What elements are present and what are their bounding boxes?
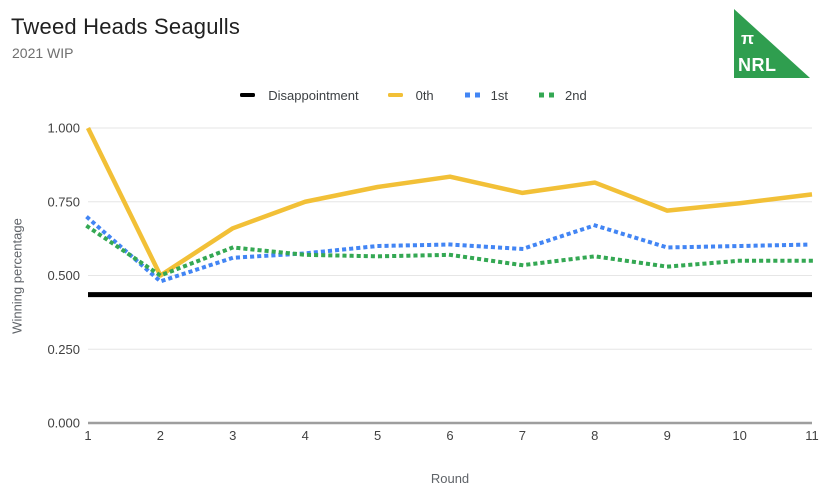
- x-tick-label: 1: [84, 428, 91, 443]
- series-line-1st: [85, 215, 815, 284]
- dotted-line-swatch-icon: [539, 92, 555, 98]
- chart-title: Tweed Heads Seagulls: [11, 14, 241, 39]
- solid-line-swatch-icon: [387, 93, 403, 97]
- x-tick-label: 8: [591, 428, 598, 443]
- chart-legend: Disappointment 0th 1st 2nd: [0, 86, 825, 104]
- y-tick-label: 0.500: [47, 268, 80, 283]
- series-line-2nd: [85, 224, 814, 278]
- logo-pi-text: π: [741, 29, 754, 48]
- dotted-line-swatch-icon: [464, 92, 480, 98]
- legend-item-disappointment[interactable]: Disappointment: [238, 87, 359, 103]
- legend-label: 0th: [415, 87, 434, 103]
- legend-label: 2nd: [565, 87, 587, 103]
- y-tick-label: 0.000: [47, 416, 80, 431]
- legend-item-1st[interactable]: 1st: [461, 88, 508, 103]
- x-tick-label: 7: [519, 428, 526, 443]
- x-tick-label: 9: [664, 428, 671, 443]
- nrl-logo: π NRL: [734, 9, 810, 78]
- x-tick-label: 2: [157, 428, 164, 443]
- legend-item-2nd[interactable]: 2nd: [535, 88, 587, 103]
- legend-item-0th[interactable]: 0th: [386, 88, 434, 103]
- x-tick-label: 10: [732, 428, 746, 443]
- logo-triangle-icon: π NRL: [734, 9, 810, 78]
- chart-subtitle: 2021 WIP: [12, 45, 74, 61]
- legend-label: 1st: [490, 87, 509, 103]
- x-tick-label: 3: [229, 428, 236, 443]
- legend-label: Disappointment: [268, 87, 359, 103]
- y-tick-label: 1.000: [47, 121, 80, 136]
- y-tick-label: 0.750: [47, 194, 80, 209]
- series-line-0th: [85, 127, 813, 278]
- solid-line-swatch-icon: [240, 93, 256, 97]
- x-tick-label: 5: [374, 428, 381, 443]
- x-axis-title: Round: [430, 471, 470, 486]
- y-axis-title: Winning percentage: [9, 218, 25, 334]
- logo-nrl-text: NRL: [738, 55, 777, 75]
- x-tick-label: 11: [805, 428, 819, 443]
- x-tick-label: 4: [302, 428, 309, 443]
- y-tick-label: 0.250: [47, 342, 80, 357]
- x-tick-label: 6: [446, 428, 453, 443]
